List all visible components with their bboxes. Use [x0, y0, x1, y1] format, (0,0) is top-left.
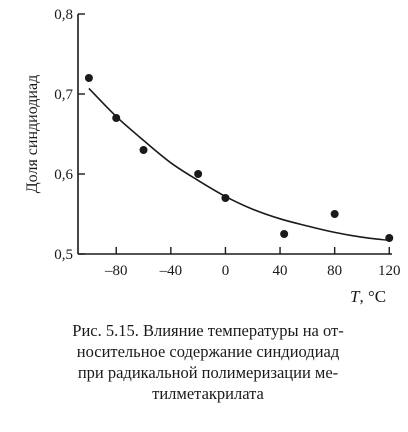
- chart: 0,5 0,6 0,7 0,8 –80 –40 0 40 80 120 Доля синдиодиа…: [24, 7, 401, 306]
- data-point: [194, 170, 203, 178]
- y-tick-label: 0,7: [54, 87, 73, 103]
- figure-caption: Рис. 5.15. Влияние температуры на от- но…: [16, 320, 400, 404]
- data-point: [84, 74, 93, 82]
- x-tick-label: 120: [378, 263, 401, 279]
- x-tick-label: 80: [327, 263, 342, 279]
- caption-line-3: при радикальной полимеризации ме-: [77, 363, 339, 382]
- y-tick-label: 0,8: [54, 7, 73, 23]
- x-axis-title-unit: , °C: [359, 287, 386, 306]
- data-point: [139, 146, 148, 154]
- y-axis-title: Доля синдиодиад: [24, 75, 41, 193]
- x-tick-label: –40: [159, 263, 183, 279]
- caption-line-1: Рис. 5.15. Влияние температуры на от-: [72, 321, 344, 340]
- fit-curve: [88, 87, 390, 242]
- x-axis-title: T, °C: [350, 287, 386, 306]
- y-tick-label: 0,6: [54, 167, 73, 183]
- data-point: [330, 210, 339, 218]
- data-point: [280, 230, 289, 238]
- data-point: [112, 114, 121, 122]
- caption-line-2: носительное содержание синдиодиад: [76, 342, 340, 361]
- x-axis-title-symbol: T: [350, 287, 361, 306]
- x-tick-label: 0: [222, 263, 230, 279]
- x-tick-label: 40: [273, 263, 288, 279]
- data-point: [385, 234, 394, 242]
- x-tick-label: –80: [104, 263, 128, 279]
- data-point: [221, 194, 230, 202]
- y-tick-label: 0,5: [54, 247, 73, 263]
- caption-line-4: тилметакрилата: [152, 384, 264, 403]
